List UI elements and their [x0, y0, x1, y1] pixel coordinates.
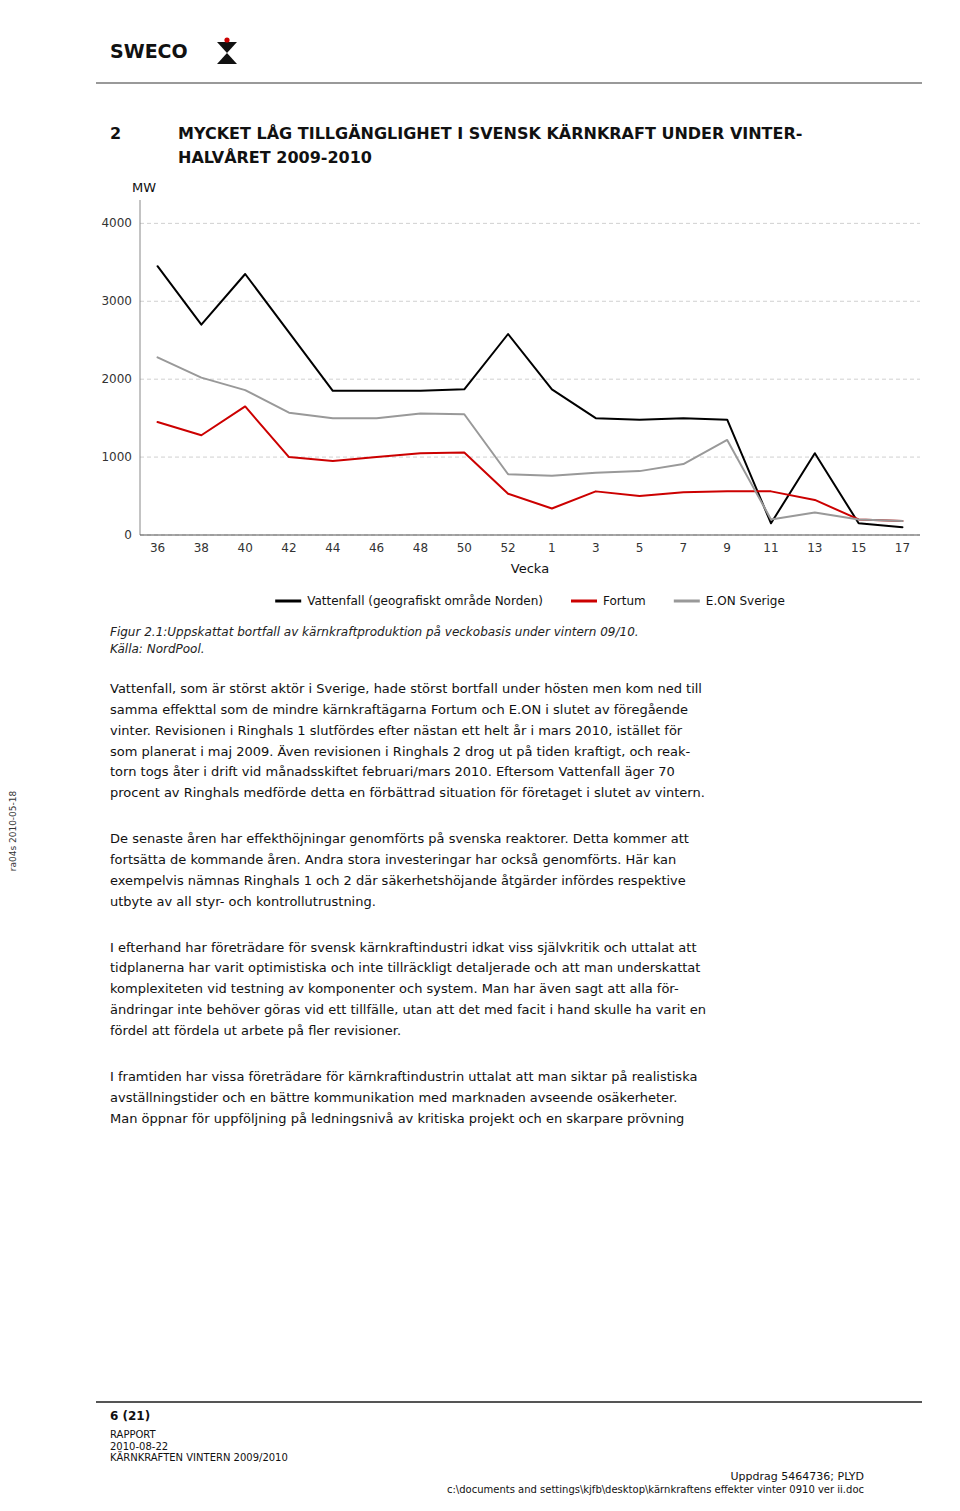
series-line	[158, 266, 903, 527]
x-tick-label: 3	[592, 541, 600, 555]
series-line	[158, 406, 903, 521]
figure-caption: Figur 2.1:Uppskattat bortfall av kärnkra…	[110, 625, 639, 639]
legend-item: Fortum	[571, 594, 646, 608]
heading: MYCKET LÅG TILLGÄNGLIGHET I SVENSK KÄRNK…	[178, 124, 802, 143]
series-line	[158, 357, 903, 521]
x-axis-label: Vecka	[511, 561, 549, 576]
body-text: vinter. Revisionen i Ringhals 1 slutförd…	[110, 723, 683, 738]
grid-line	[140, 223, 920, 224]
grid-line	[140, 379, 920, 380]
legend-item: E.ON Sverige	[674, 594, 785, 608]
x-tick-label: 15	[851, 541, 866, 555]
heading: HALVÅRET 2009-2010	[178, 148, 372, 167]
background	[0, 0, 960, 1511]
sidebar-text: ra04s 2010-05-18	[8, 790, 18, 871]
x-tick-label: 50	[457, 541, 472, 555]
y-axis-line	[140, 200, 141, 535]
x-tick-label: 52	[500, 541, 515, 555]
body-text: I efterhand har företrädare för svensk k…	[110, 940, 697, 955]
grid-line	[140, 301, 920, 302]
y-axis-label: MW	[132, 180, 156, 195]
legend-label: Fortum	[603, 594, 646, 608]
body-text: fördel att fördela ut arbete på fler rev…	[110, 1023, 401, 1038]
legend: Vattenfall (geografiskt område Norden) Fo…	[275, 594, 785, 608]
legend-label: E.ON Sverige	[706, 594, 785, 608]
x-tick-label: 40	[238, 541, 253, 555]
chart: 01000200030004000MW363840424446485052135…	[101, 180, 920, 608]
x-tick-label: 11	[763, 541, 778, 555]
figure-caption: Källa: NordPool.	[110, 642, 205, 656]
body-text: fortsätta de kommande åren. Andra stora …	[110, 852, 676, 867]
footer-text: KÄRNKRAFTEN VINTERN 2009/2010	[110, 1451, 288, 1463]
body-text: procent av Ringhals medförde detta en fö…	[110, 785, 705, 800]
legend-label: Vattenfall (geografiskt område Norden)	[307, 594, 543, 608]
body-text: Vattenfall, som är störst aktör i Sverig…	[110, 681, 702, 696]
x-tick-label: 5	[636, 541, 644, 555]
x-tick-label: 36	[150, 541, 165, 555]
x-tick-label: 1	[548, 541, 556, 555]
footer-rule	[96, 1401, 922, 1403]
legend-swatch	[275, 600, 301, 603]
footer-page: 6 (21)	[110, 1409, 150, 1423]
x-tick-label: 17	[895, 541, 910, 555]
body-text: komplexiteten vid testning av komponente…	[110, 981, 679, 996]
logo-shape	[217, 53, 237, 64]
body-text: samma effekttal som de mindre kärnkraftä…	[110, 702, 688, 717]
x-tick-label: 46	[369, 541, 384, 555]
logo-text: SWECO	[110, 40, 188, 62]
grid-line	[140, 535, 920, 536]
y-tick-label: 1000	[101, 450, 132, 464]
body-text: De senaste åren har effekthöjningar geno…	[110, 831, 689, 846]
x-axis-line	[140, 535, 920, 536]
logo-icon	[217, 37, 237, 64]
x-tick-label: 42	[281, 541, 296, 555]
header-rule	[96, 82, 922, 84]
y-tick-label: 3000	[101, 294, 132, 308]
footer-text: RAPPORT	[110, 1429, 157, 1440]
grid-line	[140, 457, 920, 458]
x-tick-label: 38	[194, 541, 209, 555]
legend-swatch	[674, 600, 700, 603]
x-tick-label: 44	[325, 541, 340, 555]
body-text: som planerat i maj 2009. Även revisionen…	[110, 744, 690, 759]
logo-dot	[224, 37, 229, 42]
legend-item: Vattenfall (geografiskt område Norden)	[275, 594, 543, 608]
x-tick-label: 13	[807, 541, 822, 555]
footer-text: 2010-08-22	[110, 1441, 168, 1452]
x-tick-label: 48	[413, 541, 428, 555]
body-text: Man öppnar för uppföljning på ledningsni…	[110, 1111, 684, 1126]
page: SWECO 2 MYCKET LÅG TILLGÄNGLIGHET I SVENSK…	[0, 0, 960, 1511]
body-text: exempelvis nämnas Ringhals 1 och 2 där s…	[110, 873, 686, 888]
footer-right-text: c:\documents and settings\kjfb\desktop\k…	[447, 1484, 864, 1495]
series-lines	[158, 266, 903, 527]
body-text: tidplanerna har varit optimistiska och i…	[110, 960, 700, 975]
footer-right-text: Uppdrag 5464736; PLYD	[731, 1470, 864, 1483]
y-tick-label: 4000	[101, 216, 132, 230]
x-tick-label: 9	[723, 541, 731, 555]
body-text: utbyte av all styr- och kontrollutrustni…	[110, 894, 376, 909]
body-text: I framtiden har vissa företrädare för kä…	[110, 1069, 697, 1084]
x-tick-label: 7	[680, 541, 688, 555]
body-text: torn togs åter i drift vid månadsskiftet…	[110, 764, 675, 779]
legend-swatch	[571, 600, 597, 603]
body-text: ändringar inte behöver göras vid ett til…	[110, 1002, 706, 1017]
heading-number: 2	[110, 124, 121, 143]
y-tick-label: 0	[124, 528, 132, 542]
body-text: avställningstider och en bättre kommunik…	[110, 1090, 677, 1105]
y-tick-label: 2000	[101, 372, 132, 386]
logo-shape	[217, 42, 237, 53]
